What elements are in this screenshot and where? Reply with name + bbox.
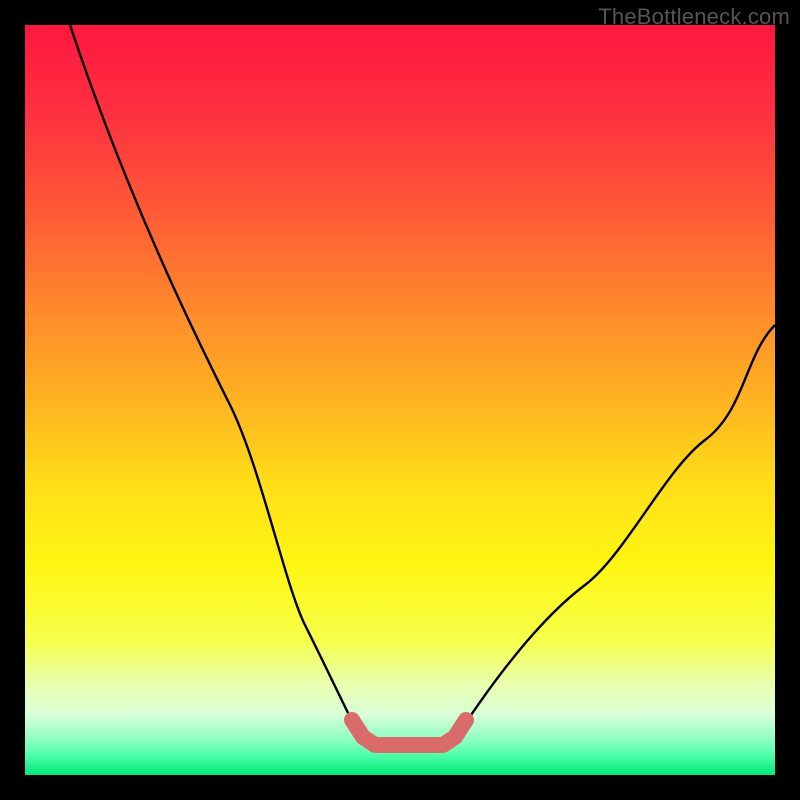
chart-frame: TheBottleneck.com bbox=[0, 0, 800, 800]
chart-background bbox=[25, 25, 775, 775]
watermark-text: TheBottleneck.com bbox=[598, 4, 790, 30]
bottleneck-chart bbox=[25, 25, 775, 775]
